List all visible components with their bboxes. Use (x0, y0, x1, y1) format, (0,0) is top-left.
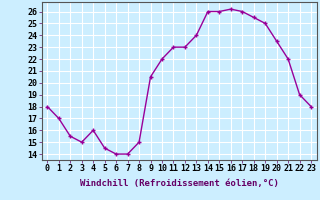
X-axis label: Windchill (Refroidissement éolien,°C): Windchill (Refroidissement éolien,°C) (80, 179, 279, 188)
